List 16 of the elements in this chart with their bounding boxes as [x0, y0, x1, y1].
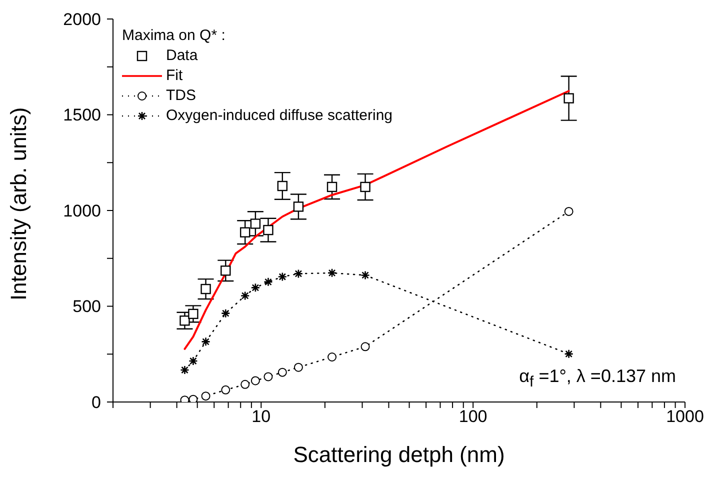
- x-tick-label: 1000: [666, 407, 704, 426]
- y-tick-label: 0: [92, 392, 101, 412]
- annotation: α$_{f}$ =1°, λ =0.137 nm: [519, 366, 676, 391]
- x-tick-label: 100: [458, 407, 488, 426]
- y-tick-label: 1500: [63, 106, 101, 125]
- legend-label: TDS: [166, 86, 196, 106]
- x-axis-title: Scattering detph (nm): [293, 442, 505, 467]
- y-tick-label: 1000: [63, 201, 101, 220]
- legend-label: Fit: [166, 66, 183, 86]
- y-tick-label: 2000: [63, 10, 101, 29]
- legend-label: Oxygen-induced diffuse scattering: [166, 106, 393, 126]
- y-axis-title: Intensity (arb. units): [6, 107, 31, 300]
- x-tick-label: 10: [252, 407, 271, 426]
- y-tick-label: 500: [72, 297, 101, 316]
- legend-label: Data: [166, 46, 198, 66]
- legend-title: Maxima on Q* :: [122, 26, 226, 46]
